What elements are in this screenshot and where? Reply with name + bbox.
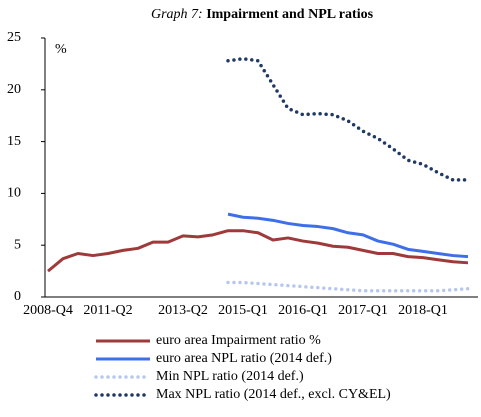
x-tick-label: 2011-Q2	[83, 303, 132, 318]
series-line	[226, 280, 470, 293]
legend-label: Min NPL ratio (2014 def.)	[156, 369, 304, 384]
x-tick-label: 2017-Q1	[338, 303, 388, 318]
legend-label: euro area NPL ratio (2014 def.)	[156, 351, 332, 366]
x-tick-label: 2015-Q1	[218, 303, 268, 318]
series-line	[226, 56, 470, 182]
title-label: Graph 7:	[151, 7, 203, 22]
y-tick-label: 10	[7, 186, 21, 201]
x-tick-label: 2018-Q1	[398, 303, 448, 318]
legend-label: Max NPL ratio (2014 def., excl. CY&EL)	[156, 387, 391, 402]
x-tick-label: 2008-Q4	[23, 303, 73, 318]
x-tick-label: 2016-Q1	[278, 303, 328, 318]
x-tick-label: 2013-Q2	[158, 303, 208, 318]
y-tick-label: 5	[14, 237, 21, 252]
chart-title: Graph 7: Impairment and NPL ratios	[151, 7, 374, 22]
title-text: Impairment and NPL ratios	[206, 7, 373, 22]
y-tick-label: 15	[7, 134, 21, 149]
y-tick-label: 25	[7, 30, 21, 45]
y-unit: %	[55, 42, 67, 57]
y-tick-label: 0	[14, 289, 21, 304]
y-tick-label: 20	[7, 82, 21, 97]
series-line	[227, 212, 469, 259]
legend-label: euro area Impairment ratio %	[156, 333, 321, 348]
series-line	[47, 229, 469, 273]
